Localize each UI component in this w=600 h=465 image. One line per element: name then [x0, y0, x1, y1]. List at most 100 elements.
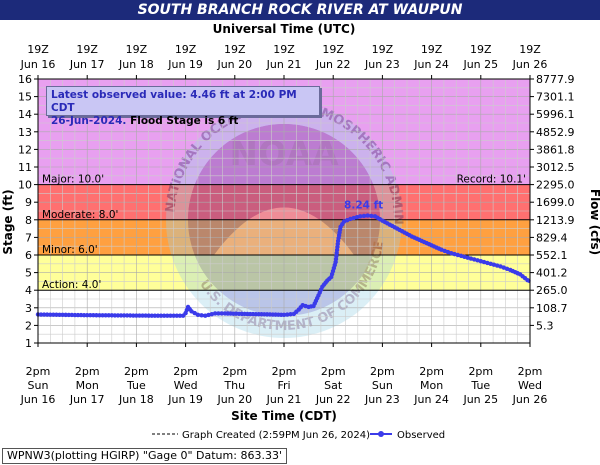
y-tick-label: 16: [18, 73, 32, 86]
top-tick-time: 19Z: [224, 43, 246, 56]
top-tick-date: Jun 24: [413, 58, 449, 71]
y-tick-label: 12: [18, 143, 32, 156]
bottom-axis-title: Site Time (CDT): [231, 409, 337, 423]
bottom-tick-day: Sat: [324, 379, 343, 392]
observed-point: [174, 313, 180, 318]
y-tick-label: 1: [25, 337, 32, 350]
top-tick-date: Jun 22: [315, 58, 351, 71]
bottom-tick-time: 2pm: [370, 365, 395, 378]
bottom-tick-day: Mon: [420, 379, 443, 392]
observed-point: [206, 312, 211, 318]
bottom-tick-day: Thu: [223, 379, 245, 392]
flow-tick-label: 552.1: [536, 249, 568, 262]
y-tick-label: 11: [18, 161, 32, 174]
flow-tick-label: 108.7: [536, 302, 568, 315]
crest-label: 8.24 ft: [344, 200, 383, 212]
observed-point: [168, 313, 173, 318]
left-axis-title: Stage (ft): [1, 189, 15, 254]
bottom-tick-day: Mon: [76, 379, 99, 392]
observed-point: [155, 313, 161, 318]
observed-point: [115, 313, 121, 318]
top-tick-date: Jun 17: [69, 58, 105, 71]
bottom-tick-time: 2pm: [75, 365, 100, 378]
flow-tick-label: 1213.9: [536, 214, 575, 227]
top-tick-date: Jun 25: [462, 58, 498, 71]
flow-tick-label: 1699.0: [536, 196, 575, 209]
bottom-tick-time: 2pm: [173, 365, 198, 378]
observed-point: [209, 311, 215, 317]
observed-point: [165, 313, 170, 318]
observed-point: [212, 311, 218, 316]
observed-legend-marker: [378, 431, 384, 437]
observed-point: [158, 313, 164, 318]
top-tick-time: 19Z: [175, 43, 197, 56]
bottom-tick-date: Jun 24: [413, 393, 449, 406]
top-axis-title: Universal Time (UTC): [213, 22, 356, 36]
observed-point: [361, 213, 367, 219]
observed-point: [128, 313, 133, 318]
y-tick-label: 13: [18, 126, 32, 139]
observed-point: [75, 312, 81, 318]
bottom-tick-time: 2pm: [518, 365, 543, 378]
grid-lines: [37, 78, 531, 344]
category-label-major: Major: 10.0': [42, 174, 104, 186]
latest-observation-date: 26-Jun-2024.: [51, 115, 127, 127]
y-tick-label: 7: [25, 231, 32, 244]
observed-point: [100, 313, 105, 318]
observed-point: [131, 313, 136, 318]
right-axis-title: Flow (cfs): [588, 189, 600, 255]
observed-point: [152, 313, 158, 318]
observed-point: [51, 312, 56, 317]
observed-point: [118, 313, 124, 318]
flow-tick-label: 4852.9: [536, 126, 575, 139]
flow-tick-label: 401.2: [536, 267, 568, 280]
graph-created-legend-text: Graph Created (2:59PM Jun 26, 2024): [182, 430, 370, 441]
observed-point: [288, 312, 293, 317]
observed-point: [171, 313, 176, 318]
observed-series: 8.24 ft: [35, 200, 531, 318]
flow-tick-label: 8777.9: [536, 73, 575, 86]
observed-point: [85, 312, 90, 318]
chart-title: SOUTH BRANCH ROCK RIVER AT WAUPUN: [0, 0, 600, 20]
bottom-tick-time: 2pm: [419, 365, 444, 378]
observed-legend-text: Observed: [397, 430, 445, 441]
observed-point: [369, 213, 374, 219]
observed-point: [195, 312, 201, 318]
legend: Graph Created (2:59PM Jun 26, 2024) Obse…: [152, 430, 445, 441]
bottom-tick-date: Jun 17: [69, 393, 105, 406]
observed-point: [121, 313, 127, 318]
observed-point: [365, 213, 370, 218]
observed-point: [216, 311, 221, 316]
top-tick-date: Jun 16: [20, 58, 56, 71]
category-label-action: Action: 4.0': [42, 279, 101, 291]
bottom-tick-time: 2pm: [222, 365, 247, 378]
observed-point: [143, 313, 148, 318]
observed-point: [124, 313, 130, 318]
observed-point: [88, 313, 93, 318]
top-tick-date: Jun 18: [118, 58, 154, 71]
flow-tick-label: 3012.5: [536, 161, 575, 174]
flow-tick-label: 5996.1: [536, 108, 575, 121]
bottom-tick-time: 2pm: [124, 365, 149, 378]
observed-point: [69, 312, 75, 318]
top-tick-time: 19Z: [519, 43, 541, 56]
observed-point: [161, 313, 167, 318]
gage-datum-footer: WPNW3(plotting HGIRP) "Gage 0" Datum: 86…: [2, 448, 287, 464]
bottom-tick-date: Jun 25: [462, 393, 498, 406]
observed-point: [57, 312, 62, 317]
top-tick-time: 19Z: [27, 43, 49, 56]
top-tick-time: 19Z: [126, 43, 148, 56]
flow-tick-label: 829.4: [536, 231, 568, 244]
observed-point: [134, 313, 139, 318]
top-tick-time: 19Z: [470, 43, 492, 56]
observed-point: [94, 313, 99, 318]
observed-point: [285, 312, 290, 317]
bottom-tick-time: 2pm: [468, 365, 493, 378]
y-tick-label: 15: [18, 91, 32, 104]
observed-point: [63, 312, 68, 318]
observed-point: [97, 313, 102, 318]
flood-category-labels: Major: 10.0' Moderate: 8.0' Minor: 6.0' Act…: [42, 174, 526, 292]
bottom-tick-date: Jun 19: [167, 393, 203, 406]
bottom-tick-date: Jun 26: [512, 393, 548, 406]
